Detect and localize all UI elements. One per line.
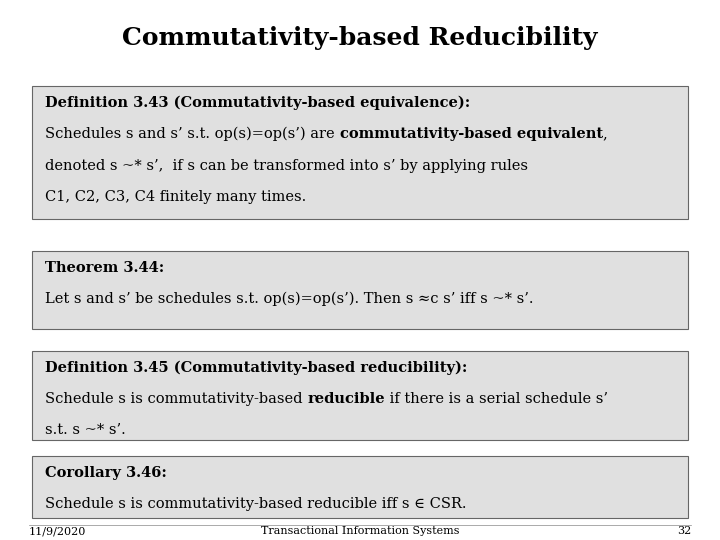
- Text: ,: ,: [603, 127, 608, 141]
- Text: reducible: reducible: [307, 392, 385, 406]
- Text: Definition 3.43 (Commutativity-based equivalence):: Definition 3.43 (Commutativity-based equ…: [45, 96, 471, 110]
- FancyBboxPatch shape: [32, 351, 688, 440]
- Text: s.t. s ~* s’.: s.t. s ~* s’.: [45, 423, 126, 437]
- Text: commutativity-based equivalent: commutativity-based equivalent: [340, 127, 603, 141]
- Text: denoted s ~* s’,  if s can be transformed into s’ by applying rules: denoted s ~* s’, if s can be transformed…: [45, 159, 528, 173]
- Text: Schedule s is commutativity-based reducible iff s ∈ CSR.: Schedule s is commutativity-based reduci…: [45, 497, 467, 511]
- Text: Corollary 3.46:: Corollary 3.46:: [45, 466, 167, 480]
- FancyBboxPatch shape: [32, 86, 688, 219]
- FancyBboxPatch shape: [32, 251, 688, 329]
- Text: C1, C2, C3, C4 finitely many times.: C1, C2, C3, C4 finitely many times.: [45, 190, 307, 204]
- Text: 32: 32: [677, 526, 691, 536]
- Text: Commutativity-based Reducibility: Commutativity-based Reducibility: [122, 26, 598, 50]
- Text: if there is a serial schedule s’: if there is a serial schedule s’: [385, 392, 608, 406]
- Text: Definition 3.45 (Commutativity-based reducibility):: Definition 3.45 (Commutativity-based red…: [45, 360, 468, 375]
- Text: Schedules s and s’ s.t. op(s)=op(s’) are: Schedules s and s’ s.t. op(s)=op(s’) are: [45, 127, 340, 141]
- Text: Transactional Information Systems: Transactional Information Systems: [261, 526, 459, 536]
- Text: 11/9/2020: 11/9/2020: [29, 526, 86, 536]
- Text: Schedule s is commutativity-based: Schedule s is commutativity-based: [45, 392, 307, 406]
- Text: Let s and s’ be schedules s.t. op(s)=op(s’). Then s ≈c s’ iff s ~* s’.: Let s and s’ be schedules s.t. op(s)=op(…: [45, 292, 534, 306]
- FancyBboxPatch shape: [32, 456, 688, 518]
- Text: Theorem 3.44:: Theorem 3.44:: [45, 261, 165, 275]
